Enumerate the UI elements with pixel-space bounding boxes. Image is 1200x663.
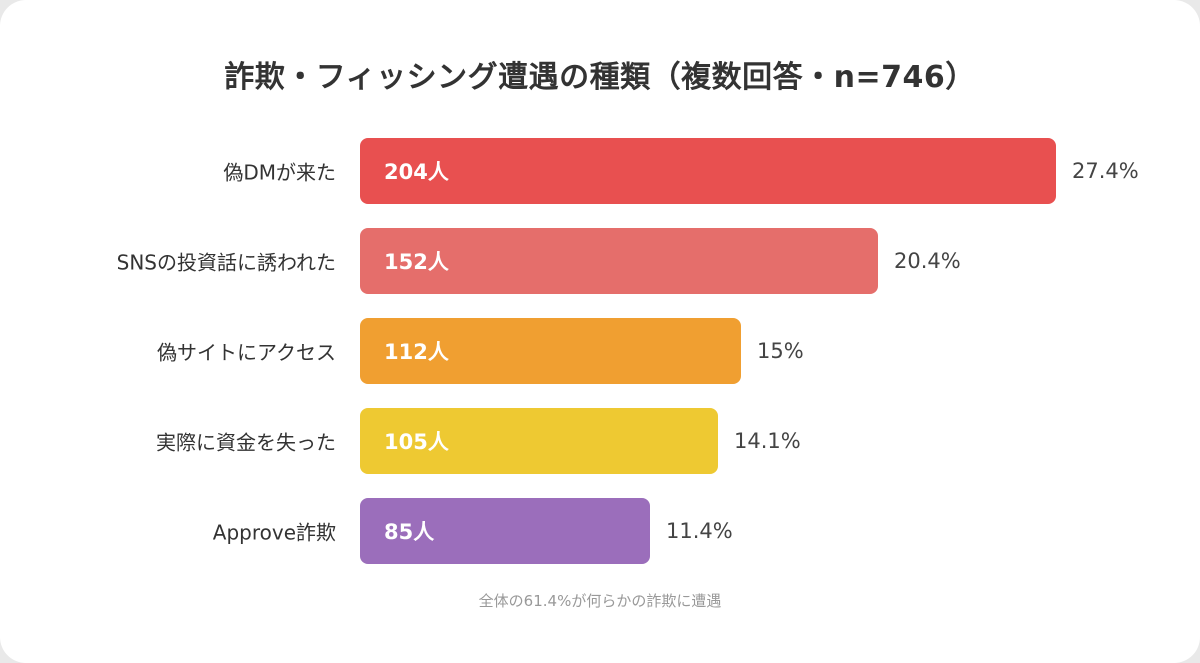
bar-count-label: 85人 [384, 520, 435, 544]
bar: 204人 [360, 138, 1056, 204]
bar-count-label: 204人 [384, 160, 449, 184]
bar: 112人 [360, 318, 741, 384]
chart-title: 詐欺・フィッシング遭遇の種類（複数回答・n=746） [224, 60, 976, 95]
category-label: SNSの投資話に誘われた [116, 250, 336, 275]
bar-count-label: 105人 [384, 430, 449, 454]
bar: 105人 [360, 408, 718, 474]
bar: 152人 [360, 228, 878, 294]
bar-count-label: 152人 [384, 250, 449, 274]
percent-label: 20.4% [894, 249, 961, 273]
chart-note: 全体の61.4%が何らかの詐欺に遭遇 [478, 592, 722, 610]
category-label: 偽サイトにアクセス [157, 340, 336, 365]
category-label: 実際に資金を失った [156, 430, 336, 455]
bar: 85人 [360, 498, 650, 564]
percent-label: 15% [757, 339, 804, 363]
bar-count-label: 112人 [384, 340, 449, 364]
percent-label: 11.4% [666, 519, 733, 543]
percent-label: 27.4% [1072, 159, 1139, 183]
category-label: 偽DMが来た [223, 160, 336, 185]
category-label: Approve詐欺 [212, 520, 336, 545]
percent-label: 14.1% [734, 429, 801, 453]
